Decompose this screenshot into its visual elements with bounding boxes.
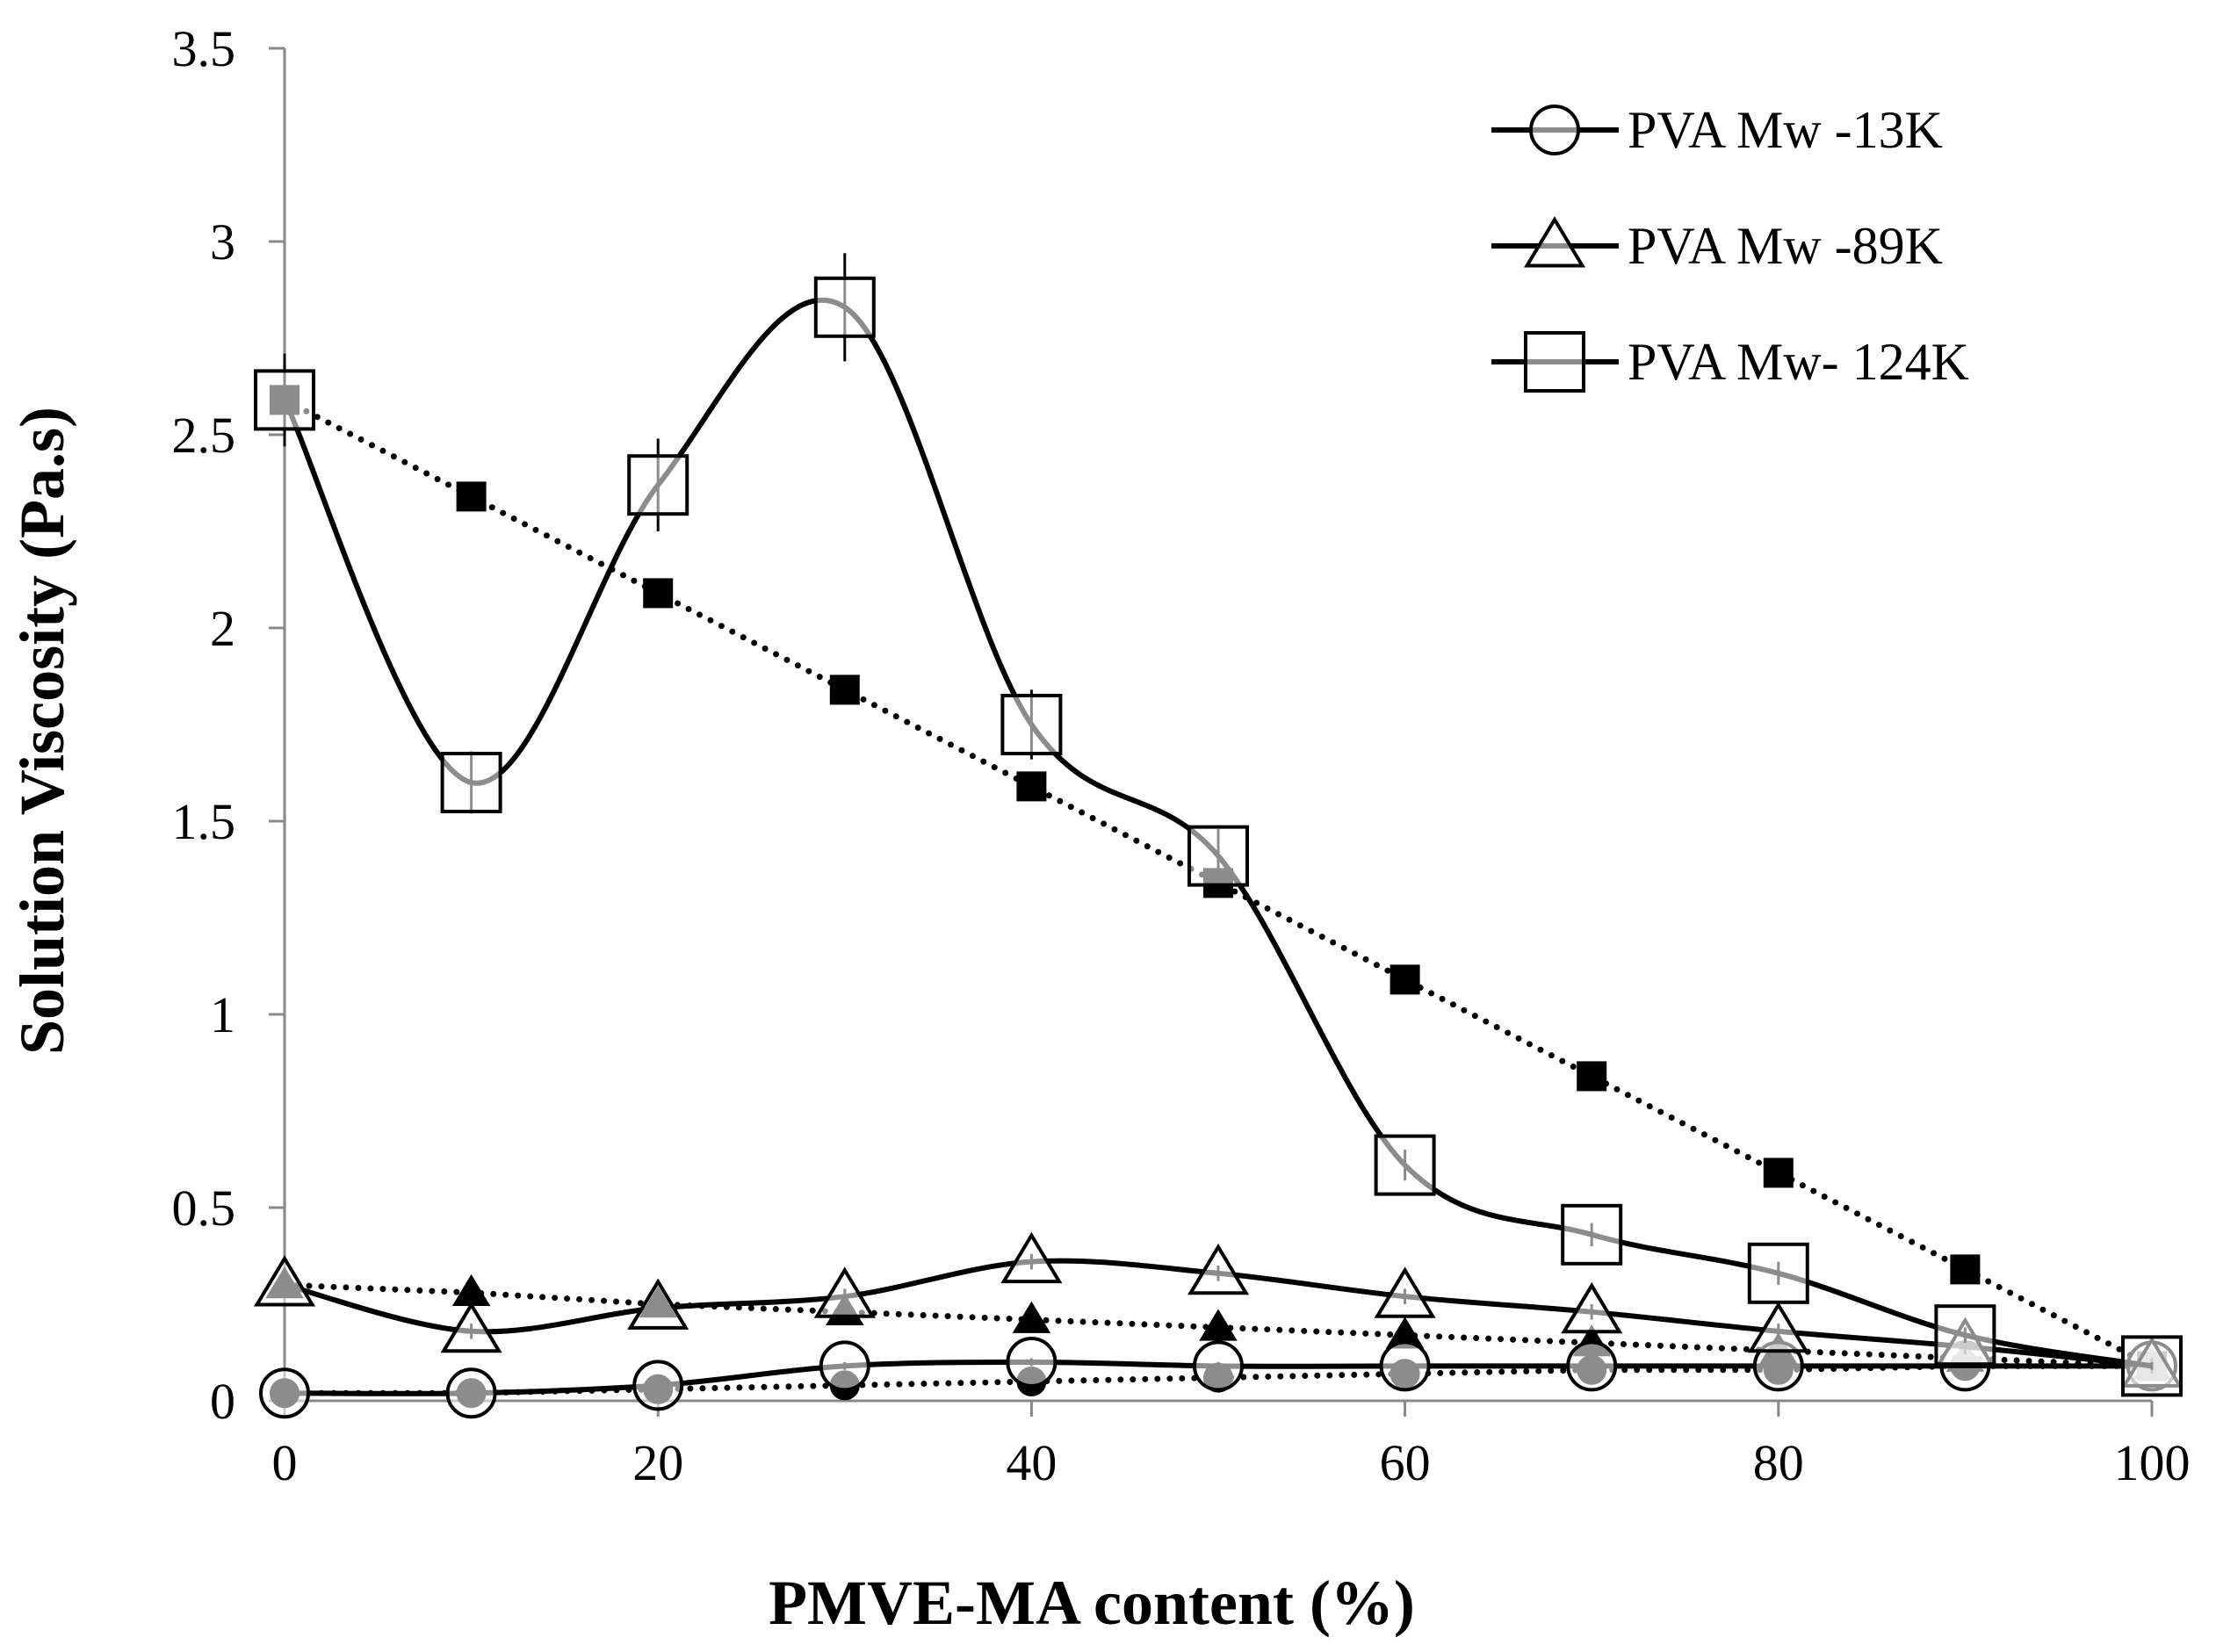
series-3-point <box>440 752 502 813</box>
series-6-point <box>1016 771 1047 802</box>
series-2-point <box>1374 1266 1436 1318</box>
series-1-point <box>632 1360 684 1411</box>
x-tick-label: 40 <box>1006 1434 1057 1491</box>
x-tick-label: 20 <box>632 1434 683 1491</box>
series-1-point <box>259 1367 310 1419</box>
series-3-point <box>1374 1134 1436 1196</box>
y-axis-title: Solution Viscosity (Pa.s) <box>7 407 77 1055</box>
x-axis-title: PMVE-MA content (%) <box>769 1568 1415 1638</box>
series-3-point <box>1747 1242 1809 1304</box>
series-2-point <box>1187 1243 1250 1295</box>
legend-item: PVA Mw -13K <box>1491 101 1943 159</box>
legend-label: PVA Mw -13K <box>1628 101 1943 159</box>
series-6-point <box>1950 1254 1981 1285</box>
series-3-point <box>1561 1203 1623 1266</box>
series-1-point <box>819 1340 870 1392</box>
legend-marker <box>1523 216 1586 268</box>
series-3-point <box>1187 825 1249 887</box>
series-1-point <box>1566 1340 1618 1392</box>
series-3-point <box>627 454 689 516</box>
y-tick-label: 1 <box>210 986 235 1043</box>
axes: 0 0.5 1 1.5 2 2.5 3 3.5 0 20 40 60 80 100 <box>172 20 2191 1491</box>
series-6-point <box>1390 964 1420 995</box>
x-tick-label: 80 <box>1753 1434 1804 1491</box>
series-2-point <box>1561 1281 1623 1334</box>
legend-item: PVA Mw- 124K <box>1491 331 1969 393</box>
series-3-point <box>813 276 876 338</box>
series-6-point <box>456 481 487 512</box>
series-6-point <box>643 578 674 609</box>
x-tick-label: 100 <box>2114 1434 2191 1491</box>
y-tick-label: 3.5 <box>172 20 236 77</box>
y-tick-label: 3 <box>210 213 235 271</box>
x-tick-label: 0 <box>272 1434 298 1491</box>
legend-label: PVA Mw -89K <box>1628 217 1943 275</box>
series-1-point <box>1379 1340 1431 1392</box>
y-tick-label: 0 <box>210 1373 235 1430</box>
series-1-point <box>1006 1337 1057 1388</box>
series-2-point <box>627 1278 689 1330</box>
legend-label: PVA Mw- 124K <box>1628 333 1969 391</box>
series-6-point <box>1763 1158 1794 1188</box>
x-tick-label: 60 <box>1380 1434 1431 1491</box>
series-3-point <box>2121 1335 2183 1397</box>
series-1 <box>259 1337 2177 1419</box>
series-6-point <box>1577 1061 1607 1092</box>
series-2-point <box>1000 1231 1063 1284</box>
series-3-point <box>254 369 315 431</box>
legend-marker <box>1524 331 1585 393</box>
plot-area <box>253 253 2184 1419</box>
series-5-point <box>1012 1301 1051 1333</box>
legend-item: PVA Mw -89K <box>1491 216 1943 275</box>
y-tick-label: 2 <box>210 600 235 657</box>
legend: PVA Mw -13K PVA Mw -89K PVA Mw- 124K <box>1491 101 1969 393</box>
legend-marker <box>1529 105 1580 155</box>
series-1-point <box>445 1367 497 1419</box>
series-2-point <box>813 1266 876 1318</box>
series-1-point <box>1193 1340 1244 1392</box>
series-2-point <box>253 1255 316 1307</box>
series-2-point <box>1747 1301 1809 1353</box>
y-tick-label: 2.5 <box>172 407 236 464</box>
series-3 <box>254 253 2183 1397</box>
series-2-point <box>440 1301 502 1353</box>
series-6-point <box>829 675 860 705</box>
series-3-point <box>1934 1304 1996 1367</box>
y-tick-label: 1.5 <box>172 793 236 850</box>
series-3-point <box>1000 694 1063 755</box>
series-5-point <box>1199 1309 1238 1341</box>
y-tick-label: 0.5 <box>172 1179 236 1237</box>
